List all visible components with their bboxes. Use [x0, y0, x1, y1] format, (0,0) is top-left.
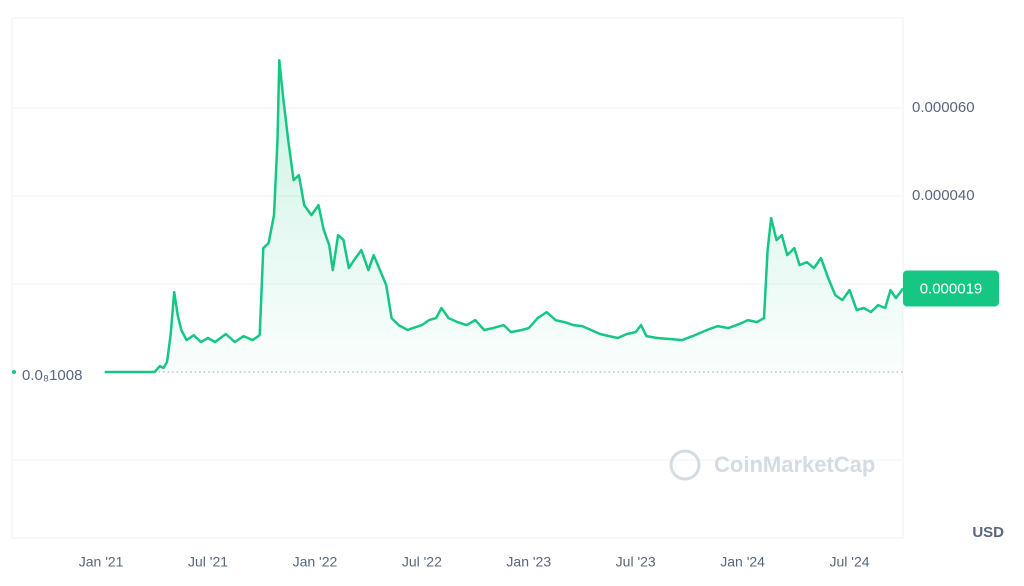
- price-line: [104, 58, 905, 374]
- current-price-label: 0.000019: [920, 280, 983, 297]
- x-tick-label: Jul '21: [188, 554, 228, 570]
- x-tick-label: Jan '21: [79, 554, 124, 570]
- x-tick-label: Jan '23: [506, 554, 551, 570]
- x-tick-label: Jul '22: [402, 554, 442, 570]
- x-tick-label: Jul '23: [616, 554, 656, 570]
- start-price-label: 0.0₈1008: [22, 367, 82, 384]
- x-tick-label: Jul '24: [830, 554, 870, 570]
- current-price-badge: [903, 270, 999, 307]
- price-area: [104, 60, 903, 373]
- x-tick-label: Jan '22: [293, 554, 338, 570]
- y-tick-label: 0.000040: [912, 187, 975, 204]
- y-tick-label: 0.000060: [912, 99, 975, 116]
- watermark: CoinMarketCap: [669, 449, 875, 481]
- currency-label: USD: [972, 524, 1004, 541]
- watermark-logo: [669, 449, 701, 481]
- start-price-dot: [12, 370, 16, 375]
- x-tick-label: Jan '24: [720, 554, 765, 570]
- watermark-text: CoinMarketCap: [714, 452, 875, 477]
